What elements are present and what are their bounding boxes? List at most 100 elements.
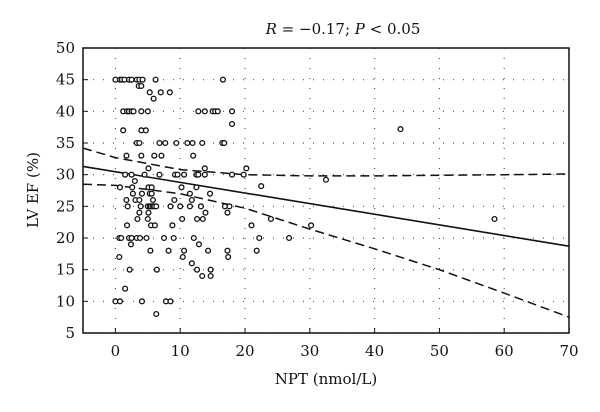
data-point [258,183,265,190]
data-point [226,203,233,210]
data-point [248,222,255,229]
data-point [228,171,236,178]
data-point [195,171,202,178]
data-point [186,190,193,197]
plot-frame [82,47,570,334]
data-point [136,209,143,216]
data-point [170,234,177,242]
data-point [193,215,201,223]
data-point [123,196,130,204]
data-point [179,253,186,261]
data-point [195,241,203,248]
data-point [131,177,138,185]
data-point [146,89,153,96]
data-point [195,108,202,115]
data-point [166,89,173,96]
data-point [148,184,155,191]
data-point [122,285,129,292]
data-point [199,272,206,280]
data-point [138,152,145,159]
y-tick-label: 35 [56,134,75,152]
data-point [225,253,232,261]
y-tick-label: 45 [56,71,75,89]
data-point [308,222,315,229]
data-point [397,126,404,133]
data-point [186,203,193,210]
data-point [179,215,186,223]
data-point [199,215,206,223]
data-point [151,152,158,159]
data-point [228,120,236,128]
data-point [122,171,129,178]
data-point [129,184,136,191]
data-point [116,298,123,305]
y-tick-label: 50 [56,39,75,57]
fit-lines [82,147,570,318]
tick-labels: 0 10 20 30 40 50 60 70 5 10 15 20 25 30 35 40 45 50 [56,39,579,360]
data-point [202,209,209,216]
data-point [167,203,174,210]
y-tick-label: 30 [56,166,75,184]
data-point [174,171,181,178]
data-point [138,108,145,115]
x-tick-label: 0 [111,342,121,360]
data-point [116,253,123,261]
x-tick-label: 50 [430,342,449,360]
data-point [173,139,180,147]
data-point [130,108,137,115]
data-point [123,152,130,159]
data-point [205,247,212,254]
data-point [118,234,125,242]
x-tick-label: 60 [495,342,514,360]
data-point [167,298,174,305]
data-point [153,310,160,318]
y-tick-label: 5 [65,324,75,342]
data-point [144,108,151,115]
data-point [201,171,208,178]
data-point [153,203,160,210]
data-point [201,108,208,115]
data-point [169,222,176,229]
y-tick-label: 40 [56,102,75,120]
data-point [152,76,159,83]
data-point [116,184,123,191]
data-point [201,165,208,172]
data-point [214,108,221,115]
data-point [177,203,184,210]
data-point [224,209,231,216]
x-tick-label: 20 [235,342,254,360]
data-point [134,215,141,223]
data-point [156,171,163,178]
data-point [188,196,195,204]
data-point [171,196,178,204]
data-point [126,266,133,273]
data-point [139,76,146,83]
data-point [206,190,214,197]
data-point [199,139,206,147]
data-point [127,241,135,248]
data-point [147,247,154,254]
data-point [149,196,157,204]
data-point [207,272,214,280]
data-point [253,247,260,254]
x-axis-label: NPT (nmol/L) [275,370,377,388]
data-point [189,139,196,147]
x-tick-label: 40 [365,342,384,360]
data-point [136,234,144,242]
data-point [136,139,143,147]
data-point [158,152,165,159]
data-point [197,203,204,210]
chart-title: R = −0.17; P < 0.05 [265,20,421,38]
data-point [190,152,197,159]
data-point [207,266,214,273]
data-point [153,266,160,273]
y-tick-label: 15 [56,261,75,279]
data-point [219,76,227,83]
data-point [228,108,236,115]
data-point [190,234,197,242]
y-tick-label: 25 [56,197,75,215]
data-point [160,234,168,242]
confidence-lower-line [82,183,570,318]
data-point [137,203,144,210]
